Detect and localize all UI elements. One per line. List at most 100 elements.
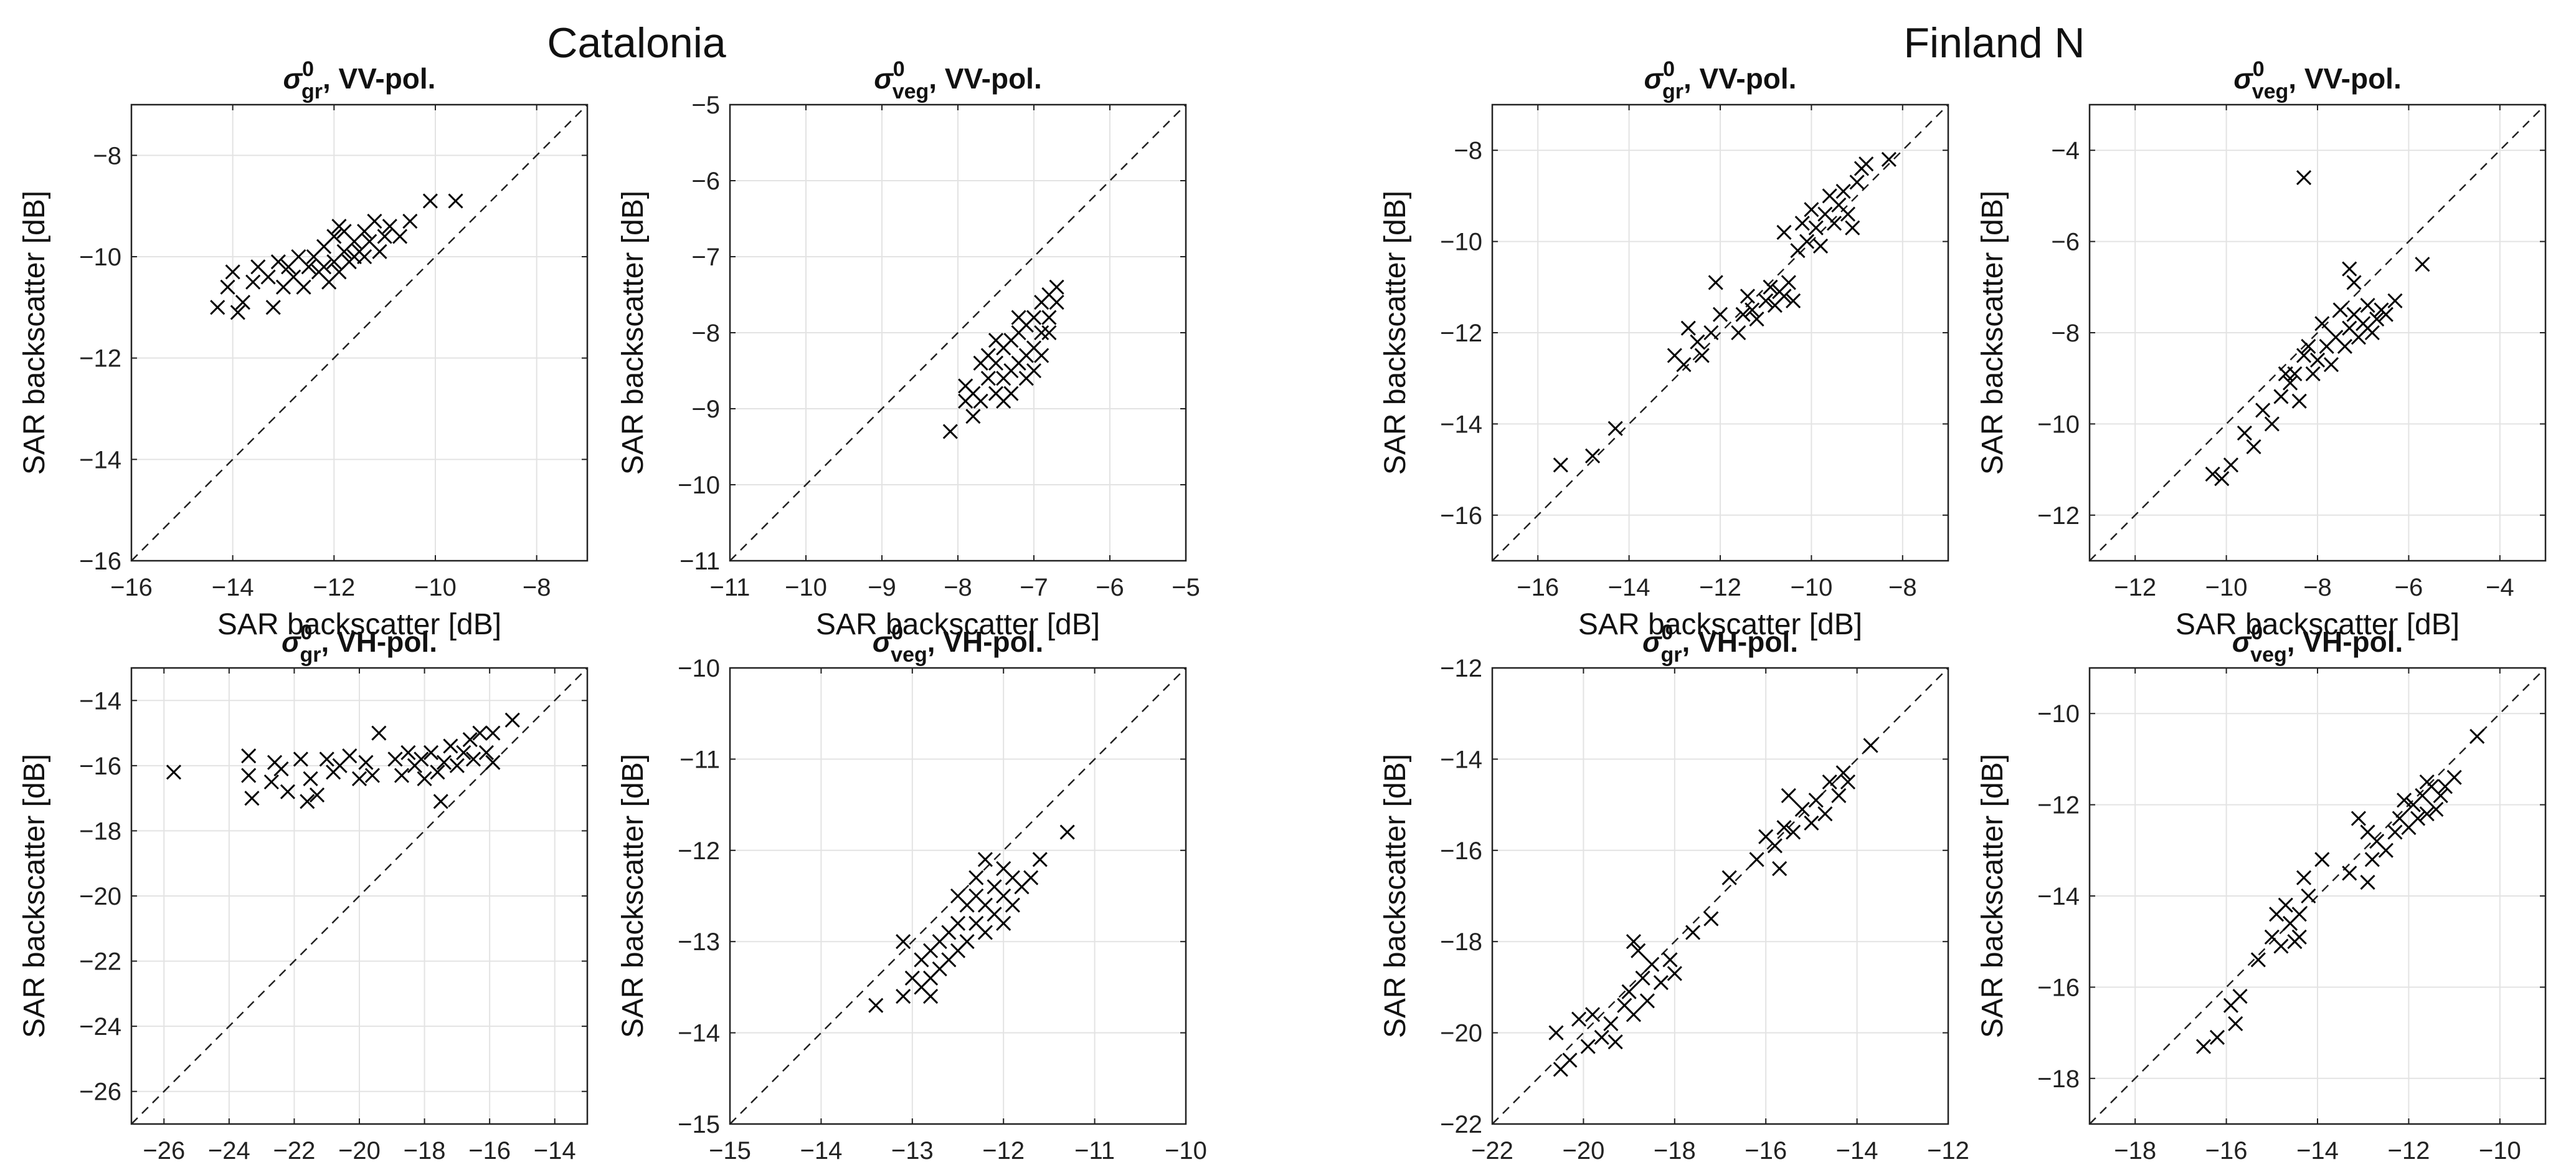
x-tick-label: −10: [785, 574, 827, 601]
title-symbol: σ: [2232, 626, 2252, 658]
data-point: [988, 333, 1004, 348]
data-point: [1703, 911, 1719, 926]
x-tick-label: −10: [1165, 1137, 1207, 1165]
data-point: [1812, 238, 1829, 254]
data-point: [977, 852, 993, 867]
x-tick-label: −16: [2205, 1137, 2248, 1165]
data-point: [2433, 788, 2448, 804]
title-symbol: σ: [1642, 626, 1662, 658]
x-tick-label: −11: [1074, 1137, 1115, 1165]
data-point: [2296, 170, 2312, 186]
y-tick-label: −16: [1440, 837, 1482, 865]
data-point: [1708, 275, 1723, 290]
data-point: [950, 888, 966, 904]
y-tick-label: −10: [79, 244, 121, 271]
title-polarization: , VH-pol.: [321, 626, 437, 658]
y-tick-label: −8: [691, 320, 720, 347]
data-point: [1731, 325, 1746, 341]
title-subscript: veg: [2250, 643, 2287, 667]
title-symbol: σ: [873, 626, 893, 658]
y-tick-label: −10: [1440, 229, 1482, 256]
data-point: [2346, 275, 2362, 290]
x-tick-label: −10: [2205, 574, 2248, 601]
y-tick-label: −14: [1440, 746, 1482, 773]
data-point: [244, 791, 260, 806]
title-superscript: 0: [1662, 621, 1674, 644]
x-axis-label: SAR backscatter [dB]: [816, 608, 1100, 641]
x-tick-label: −12: [2387, 1137, 2430, 1165]
data-point: [1808, 220, 1824, 236]
y-tick-label: −7: [691, 244, 720, 271]
data-point: [1553, 457, 1568, 473]
data-point: [1571, 1011, 1587, 1027]
data-point: [263, 774, 279, 790]
data-point: [1712, 307, 1728, 322]
data-point: [1794, 216, 1810, 231]
data-point: [2346, 307, 2362, 322]
data-point: [1584, 448, 1601, 464]
data-point: [1740, 288, 1755, 304]
data-point: [319, 751, 334, 767]
data-point: [2232, 988, 2248, 1004]
data-point: [959, 934, 975, 950]
data-point: [2301, 338, 2316, 355]
data-point: [1023, 870, 1039, 885]
data-point: [1034, 325, 1049, 341]
data-point: [2309, 352, 2326, 368]
title-symbol: σ: [1644, 62, 1664, 95]
data-point: [2291, 907, 2307, 922]
y-tick-label: −10: [678, 655, 720, 682]
data-point: [478, 745, 494, 761]
panel-title: σ0 gr, VV-pol.: [283, 57, 436, 103]
y-tick-label: −16: [2037, 974, 2080, 1001]
data-point: [462, 731, 478, 748]
reference-line-y-equals-x: [2089, 667, 2546, 1125]
axes-box: [130, 103, 589, 562]
y-tick-label: −12: [2037, 502, 2080, 530]
data-point: [1794, 801, 1810, 817]
y-tick-label: −4: [2051, 137, 2080, 164]
data-point: [2214, 471, 2230, 487]
data-point: [2273, 389, 2289, 404]
data-point: [1776, 224, 1792, 241]
x-tick-label: −8: [523, 574, 551, 601]
panel-3: −16 −14 −12 −10 −8 −16 −14 −12 −10 −8 SAR backscat…: [1379, 57, 1949, 641]
data-point: [1059, 824, 1075, 840]
title-subscript: veg: [891, 643, 927, 667]
data-point: [965, 386, 981, 401]
data-point: [443, 738, 458, 754]
y-tick-label: −12: [2037, 792, 2080, 819]
y-axis-label: SAR backscatter [dB]: [1976, 191, 2009, 475]
data-point: [449, 758, 465, 773]
y-axis-label: SAR backscatter [dB]: [1976, 754, 2009, 1038]
data-point: [394, 768, 410, 783]
data-point: [2278, 897, 2293, 913]
data-point: [1822, 774, 1837, 790]
title-subscript: gr: [1662, 80, 1683, 103]
data-point: [1721, 870, 1737, 885]
title-superscript: 0: [302, 57, 314, 81]
data-point: [2337, 338, 2352, 355]
y-tick-label: −12: [79, 345, 121, 373]
data-point: [2419, 806, 2435, 822]
data-point: [280, 784, 296, 799]
x-tick-label: −9: [868, 574, 896, 601]
data-point: [1026, 310, 1042, 325]
panel-title: σ0 gr, VV-pol.: [1644, 57, 1797, 103]
x-tick-label: −22: [273, 1137, 315, 1165]
x-tick-label: −14: [1836, 1137, 1878, 1165]
data-point: [968, 870, 984, 885]
group-title-catalonia: Catalonia: [547, 19, 726, 67]
title-polarization: , VV-pol.: [1683, 62, 1796, 95]
data-point: [2246, 439, 2261, 455]
data-point: [422, 193, 438, 209]
y-tick-label: −26: [79, 1079, 121, 1106]
y-tick-label: −14: [1440, 411, 1482, 438]
y-tick-label: −11: [680, 746, 720, 773]
panel-1: −16 −14 −12 −10 −8 −16 −14 −12 −10 −8 SAR backscat…: [18, 57, 589, 641]
panel-title: σ0 veg, VH-pol.: [2232, 621, 2403, 667]
y-tick-label: −12: [1440, 320, 1482, 347]
data-point: [2360, 298, 2375, 313]
data-point: [300, 794, 315, 809]
y-tick-label: −5: [691, 92, 720, 119]
